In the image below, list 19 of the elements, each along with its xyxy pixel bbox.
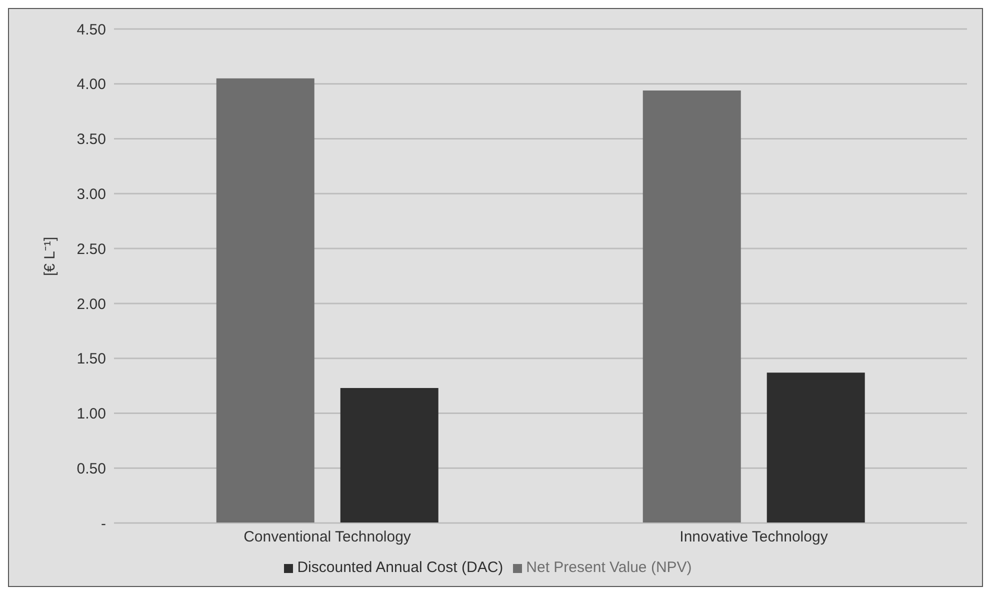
y-tick-label: 4.50 — [76, 21, 106, 38]
y-tick-label: - — [101, 515, 106, 532]
legend-label: Discounted Annual Cost (DAC) — [297, 559, 504, 576]
y-tick-label: 0.50 — [76, 460, 106, 478]
x-tick-label: Innovative Technology — [680, 528, 828, 546]
y-tick-label: 3.50 — [76, 131, 106, 148]
x-tick-label: Conventional Technology — [244, 528, 412, 546]
y-tick-label: 1.50 — [76, 350, 106, 368]
bar — [340, 388, 438, 523]
y-axis-title: [€ L⁻¹] — [41, 236, 58, 276]
bar — [766, 372, 865, 523]
y-tick-label: 2.00 — [76, 296, 106, 313]
legend-label: Net Present Value (NPV) — [526, 559, 692, 576]
bar — [642, 90, 741, 523]
y-tick-label: 2.50 — [76, 240, 106, 258]
y-tick-label: 4.00 — [76, 76, 106, 94]
y-tick-label: 3.00 — [76, 186, 106, 203]
y-tick-label: 1.00 — [76, 406, 106, 423]
bar — [216, 78, 314, 523]
